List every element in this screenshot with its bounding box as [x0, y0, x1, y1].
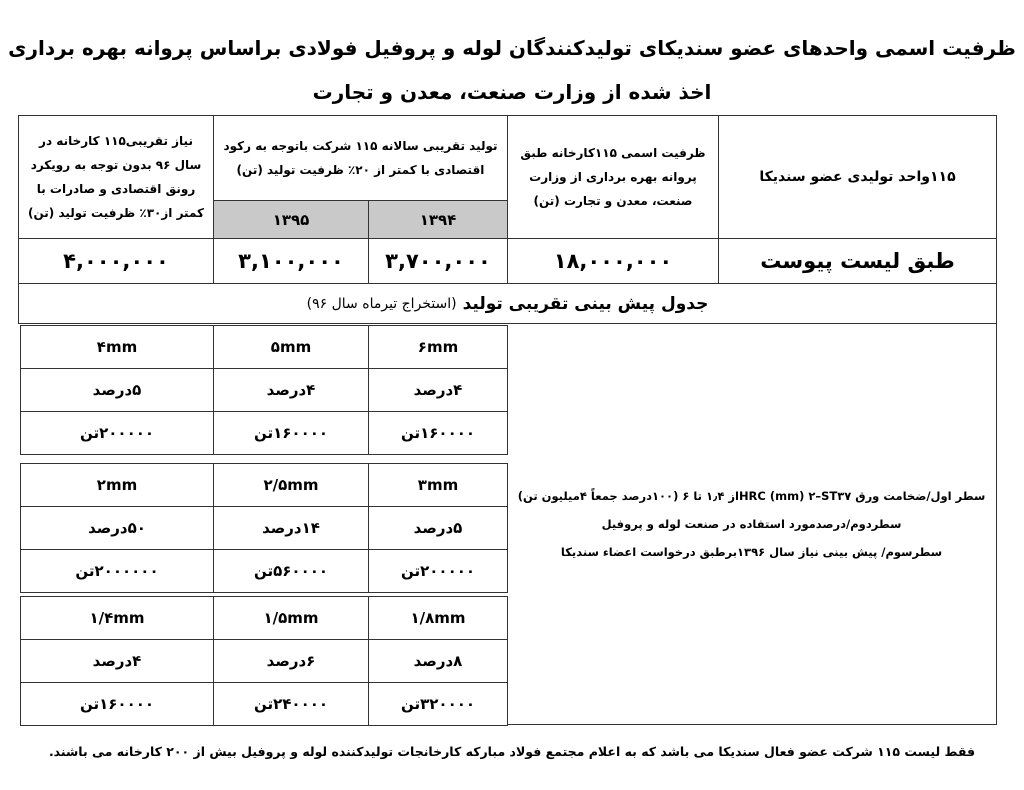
thickness-cell: ۲/۵mm: [213, 463, 369, 507]
value-1395: ۳,۱۰۰,۰۰۰: [213, 238, 369, 284]
header-year-1394: ۱۳۹۴: [368, 200, 508, 239]
thickness-cell: ۱/۸mm: [368, 596, 508, 640]
thickness-cell: ۱/۵mm: [213, 596, 369, 640]
percent-cell: ۵۰درصد: [20, 506, 214, 550]
percent-cell: ۸درصد: [368, 639, 508, 683]
note-row-3: سطرسوم/ پیش بینی نیاز سال ۱۳۹۶برطبق درخو…: [560, 545, 943, 559]
header-year-1395: ۱۳۹۵: [213, 200, 369, 239]
value-nominal: ۱۸,۰۰۰,۰۰۰: [507, 238, 719, 284]
percent-cell: ۴درصد: [368, 368, 508, 412]
tonnage-cell: ۵۶۰۰۰۰تن: [213, 549, 369, 593]
thickness-cell: ۶mm: [368, 325, 508, 369]
tonnage-cell: ۲۴۰۰۰۰تن: [213, 682, 369, 726]
percent-cell: ۶درصد: [213, 639, 369, 683]
value-1394: ۳,۷۰۰,۰۰۰: [368, 238, 508, 284]
forecast-title: جدول پیش بینی تقریبی تولید (استخراج تیرم…: [18, 283, 997, 324]
tonnage-cell: ۳۲۰۰۰۰تن: [368, 682, 508, 726]
tonnage-cell: ۲۰۰۰۰۰تن: [368, 549, 508, 593]
header-annual-production: تولید تقریبی سالانه ۱۱۵ شرکت باتوجه به ر…: [213, 115, 508, 201]
tonnage-cell: ۱۶۰۰۰۰تن: [368, 411, 508, 455]
thickness-cell: ۲mm: [20, 463, 214, 507]
document-title-line-2: اخذ شده از وزارت صنعت، معدن و تجارت: [312, 80, 712, 104]
forecast-title-note: (استخراج تیرماه سال ۹۶): [306, 295, 457, 312]
percent-cell: ۱۴درصد: [213, 506, 369, 550]
tonnage-cell: ۱۶۰۰۰۰تن: [213, 411, 369, 455]
tonnage-cell: ۱۶۰۰۰۰تن: [20, 682, 214, 726]
forecast-notes: سطر اول/ضخامت ورق HRC (mm) ۲–ST۳۷از ۱٫۴ …: [507, 323, 997, 725]
thickness-cell: ۴mm: [20, 325, 214, 369]
percent-cell: ۵درصد: [20, 368, 214, 412]
note-row-2: سطردوم/درصدمورد استفاده در صنعت لوله و پ…: [601, 517, 902, 531]
value-units: طبق لیست پیوست: [718, 238, 997, 284]
forecast-title-bold: جدول پیش بینی تقریبی تولید: [462, 293, 709, 314]
document-title-line-1: ظرفیت اسمی واحدهای عضو سندیکای تولیدکنند…: [8, 36, 1016, 60]
percent-cell: ۴درصد: [213, 368, 369, 412]
tonnage-cell: ۲۰۰۰۰۰۰تن: [20, 549, 214, 593]
tonnage-cell: ۲۰۰۰۰۰تن: [20, 411, 214, 455]
thickness-cell: ۵mm: [213, 325, 369, 369]
header-need-1396: نیاز تقریبی۱۱۵ کارخانه در سال ۹۶ بدون تو…: [18, 115, 214, 239]
value-need: ۴,۰۰۰,۰۰۰: [18, 238, 214, 284]
thickness-cell: ۱/۴mm: [20, 596, 214, 640]
thickness-cell: ۳mm: [368, 463, 508, 507]
header-nominal-capacity: ظرفیت اسمی ۱۱۵کارخانه طبق پروانه بهره بر…: [507, 115, 719, 239]
percent-cell: ۵درصد: [368, 506, 508, 550]
header-units: ۱۱۵واحد تولیدی عضو سندیکا: [718, 115, 997, 239]
note-row-1: سطر اول/ضخامت ورق HRC (mm) ۲–ST۳۷از ۱٫۴ …: [517, 489, 986, 503]
percent-cell: ۴درصد: [20, 639, 214, 683]
footer-note: فقط لیست ۱۱۵ شرکت عضو فعال سندیکا می باش…: [48, 744, 976, 759]
